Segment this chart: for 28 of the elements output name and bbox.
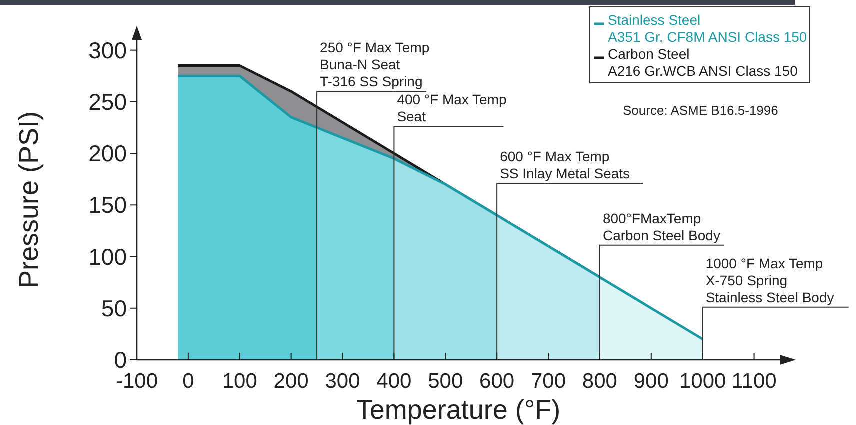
x-tick-label: 600 [480,370,515,393]
x-tick-label: 100 [222,370,258,393]
y-axis-title: Pressure (PSI) [14,111,44,289]
x-tick-label: 0 [182,370,194,393]
y-tick-label: 100 [88,244,127,270]
x-tick-label: 800 [582,370,618,393]
x-tick-label: 300 [325,370,360,393]
x-tick-label: 700 [530,370,566,393]
ref-line-label: 800°FMaxTemp Carbon Steel Body [602,210,720,244]
y-tick-label: 250 [88,88,127,115]
x-axis-title: Temperature (°F) [356,395,561,425]
ref-line-label: 1000 °F Max Temp X-750 Spring Stainless Steel Body [706,255,834,306]
y-tick-label: 150 [88,192,127,218]
legend-label: Carbon Steel A216 Gr.WCB ANSI Class 150 [608,46,798,79]
x-tick-label: 1000 [679,370,726,393]
ref-line-label: 400 °F Max Temp Seat [397,92,508,125]
y-tick-label: 200 [88,140,127,167]
legend-label: Stainless Steel A351 Gr. CF8M ANSI Class 150 [608,12,808,45]
ref-line-label: 250 °F Max Temp Buna-N Seat T-316 SS Spring [320,40,430,90]
ref-line-label: 600 °F Max Temp SS Inlay Metal Seats [500,148,630,182]
y-tick-label: 300 [88,37,127,64]
x-tick-label: 500 [428,370,464,393]
x-tick-label: 200 [274,370,309,393]
x-tick-label: 1100 [732,370,777,393]
y-tick-label: 50 [101,295,127,322]
annotation: Source: ASME B16.5-1996 [623,103,778,118]
x-tick-label: 400 [376,370,412,393]
x-tick-label: 900 [634,370,669,393]
